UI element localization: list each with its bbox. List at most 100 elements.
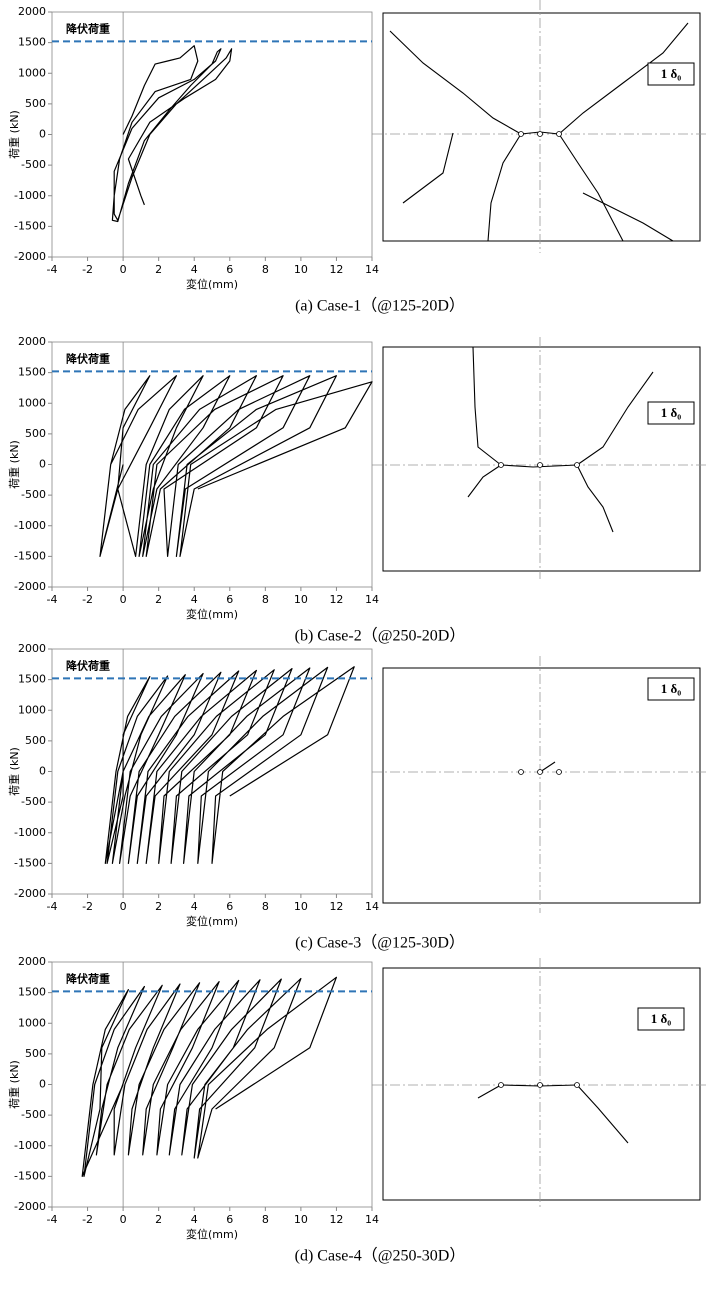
x-tick-label: 2 bbox=[155, 263, 162, 276]
x-tick-label: 10 bbox=[294, 593, 308, 606]
x-axis-label: 変位(mm) bbox=[186, 277, 238, 291]
x-tick-label: 8 bbox=[262, 263, 269, 276]
y-tick-label: 2000 bbox=[18, 955, 46, 968]
plot-area bbox=[51, 961, 373, 1208]
y-tick-label: -2000 bbox=[14, 580, 46, 593]
crack-label: 1 δ₀ bbox=[661, 405, 681, 420]
y-tick-label: -500 bbox=[21, 488, 46, 501]
y-tick-label: -500 bbox=[21, 795, 46, 808]
y-tick-label: -2000 bbox=[14, 887, 46, 900]
x-tick-label: 10 bbox=[294, 1213, 308, 1226]
y-tick-label: -1500 bbox=[14, 549, 46, 562]
plot-area bbox=[51, 11, 373, 258]
x-tick-label: 8 bbox=[262, 1213, 269, 1226]
x-tick-label: 14 bbox=[365, 593, 379, 606]
x-tick-label: -2 bbox=[82, 1213, 93, 1226]
y-tick-label: -1500 bbox=[14, 1169, 46, 1182]
x-tick-label: 2 bbox=[155, 593, 162, 606]
y-tick-label: -2000 bbox=[14, 250, 46, 263]
x-tick-label: 2 bbox=[155, 900, 162, 913]
x-tick-label: 14 bbox=[365, 263, 379, 276]
hysteresis-line bbox=[104, 666, 355, 864]
x-tick-label: -2 bbox=[82, 593, 93, 606]
x-tick-label: -2 bbox=[82, 900, 93, 913]
caption: (a) Case-1（@125-20D） bbox=[295, 297, 465, 315]
y-tick-label: 0 bbox=[39, 1078, 46, 1091]
x-tick-label: -4 bbox=[47, 593, 58, 606]
y-tick-label: 1000 bbox=[18, 703, 46, 716]
crack-diagram: 1 δ₀ bbox=[372, 656, 706, 913]
yield-label: 降伏荷重 bbox=[66, 971, 110, 985]
x-tick-label: 0 bbox=[120, 593, 127, 606]
x-tick-label: 12 bbox=[329, 593, 343, 606]
x-tick-label: 0 bbox=[120, 900, 127, 913]
x-tick-label: -4 bbox=[47, 900, 58, 913]
x-tick-label: 0 bbox=[120, 1213, 127, 1226]
y-tick-label: 1500 bbox=[18, 366, 46, 379]
crack-diagram: 1 δ₀ bbox=[372, 0, 706, 253]
y-tick-label: 1000 bbox=[18, 1016, 46, 1029]
y-tick-label: 1000 bbox=[18, 396, 46, 409]
y-tick-label: 2000 bbox=[18, 335, 46, 348]
hysteresis-line bbox=[111, 45, 233, 223]
y-tick-label: 0 bbox=[39, 765, 46, 778]
y-tick-label: 2000 bbox=[18, 5, 46, 18]
caption: (d) Case-4（@250-30D） bbox=[295, 1247, 466, 1265]
y-tick-label: -1500 bbox=[14, 219, 46, 232]
y-axis-label: 荷重 (kN) bbox=[7, 440, 21, 489]
x-tick-label: 2 bbox=[155, 1213, 162, 1226]
y-tick-label: -1000 bbox=[14, 826, 46, 839]
y-tick-label: -2000 bbox=[14, 1200, 46, 1213]
yield-label: 降伏荷重 bbox=[66, 21, 110, 35]
y-tick-label: -1000 bbox=[14, 189, 46, 202]
y-axis-label: 荷重 (kN) bbox=[7, 110, 21, 159]
x-tick-label: 6 bbox=[226, 1213, 233, 1226]
y-tick-label: 1000 bbox=[18, 66, 46, 79]
y-tick-label: 1500 bbox=[18, 673, 46, 686]
x-tick-label: -2 bbox=[82, 263, 93, 276]
y-axis-label: 荷重 (kN) bbox=[7, 1060, 21, 1109]
caption: (b) Case-2（@250-20D） bbox=[295, 627, 466, 645]
x-axis-label: 変位(mm) bbox=[186, 914, 238, 928]
x-tick-label: -4 bbox=[47, 1213, 58, 1226]
y-tick-label: 500 bbox=[25, 1047, 46, 1060]
y-tick-label: -1000 bbox=[14, 1139, 46, 1152]
x-tick-label: 4 bbox=[191, 593, 198, 606]
yield-label: 降伏荷重 bbox=[66, 351, 110, 365]
y-tick-label: -500 bbox=[21, 1108, 46, 1121]
x-tick-label: 12 bbox=[329, 900, 343, 913]
hysteresis-line bbox=[81, 976, 337, 1177]
y-tick-label: 0 bbox=[39, 458, 46, 471]
x-tick-label: 8 bbox=[262, 593, 269, 606]
crack-label: 1 δ₀ bbox=[661, 66, 681, 81]
x-tick-label: 14 bbox=[365, 900, 379, 913]
y-tick-label: 1500 bbox=[18, 36, 46, 49]
crack-label: 1 δ₀ bbox=[661, 681, 681, 696]
y-tick-label: 500 bbox=[25, 734, 46, 747]
crack-diagram: 1 δ₀ bbox=[372, 958, 706, 1210]
crack-label: 1 δ₀ bbox=[651, 1011, 671, 1026]
x-tick-label: 0 bbox=[120, 263, 127, 276]
x-tick-label: 8 bbox=[262, 900, 269, 913]
x-tick-label: 4 bbox=[191, 263, 198, 276]
x-axis-label: 変位(mm) bbox=[186, 1227, 238, 1241]
x-tick-label: 10 bbox=[294, 900, 308, 913]
y-tick-label: 1500 bbox=[18, 986, 46, 999]
caption: (c) Case-3（@125-30D） bbox=[295, 934, 465, 952]
x-tick-label: 6 bbox=[226, 263, 233, 276]
y-tick-label: -1000 bbox=[14, 519, 46, 532]
y-tick-label: 500 bbox=[25, 97, 46, 110]
plot-area bbox=[51, 341, 373, 588]
x-tick-label: -4 bbox=[47, 263, 58, 276]
x-tick-label: 6 bbox=[226, 900, 233, 913]
x-tick-label: 4 bbox=[191, 900, 198, 913]
x-tick-label: 12 bbox=[329, 263, 343, 276]
y-tick-label: 2000 bbox=[18, 642, 46, 655]
y-tick-label: 500 bbox=[25, 427, 46, 440]
x-tick-label: 12 bbox=[329, 1213, 343, 1226]
y-tick-label: -500 bbox=[21, 158, 46, 171]
hysteresis-line bbox=[99, 375, 373, 557]
x-tick-label: 6 bbox=[226, 593, 233, 606]
x-tick-label: 10 bbox=[294, 263, 308, 276]
